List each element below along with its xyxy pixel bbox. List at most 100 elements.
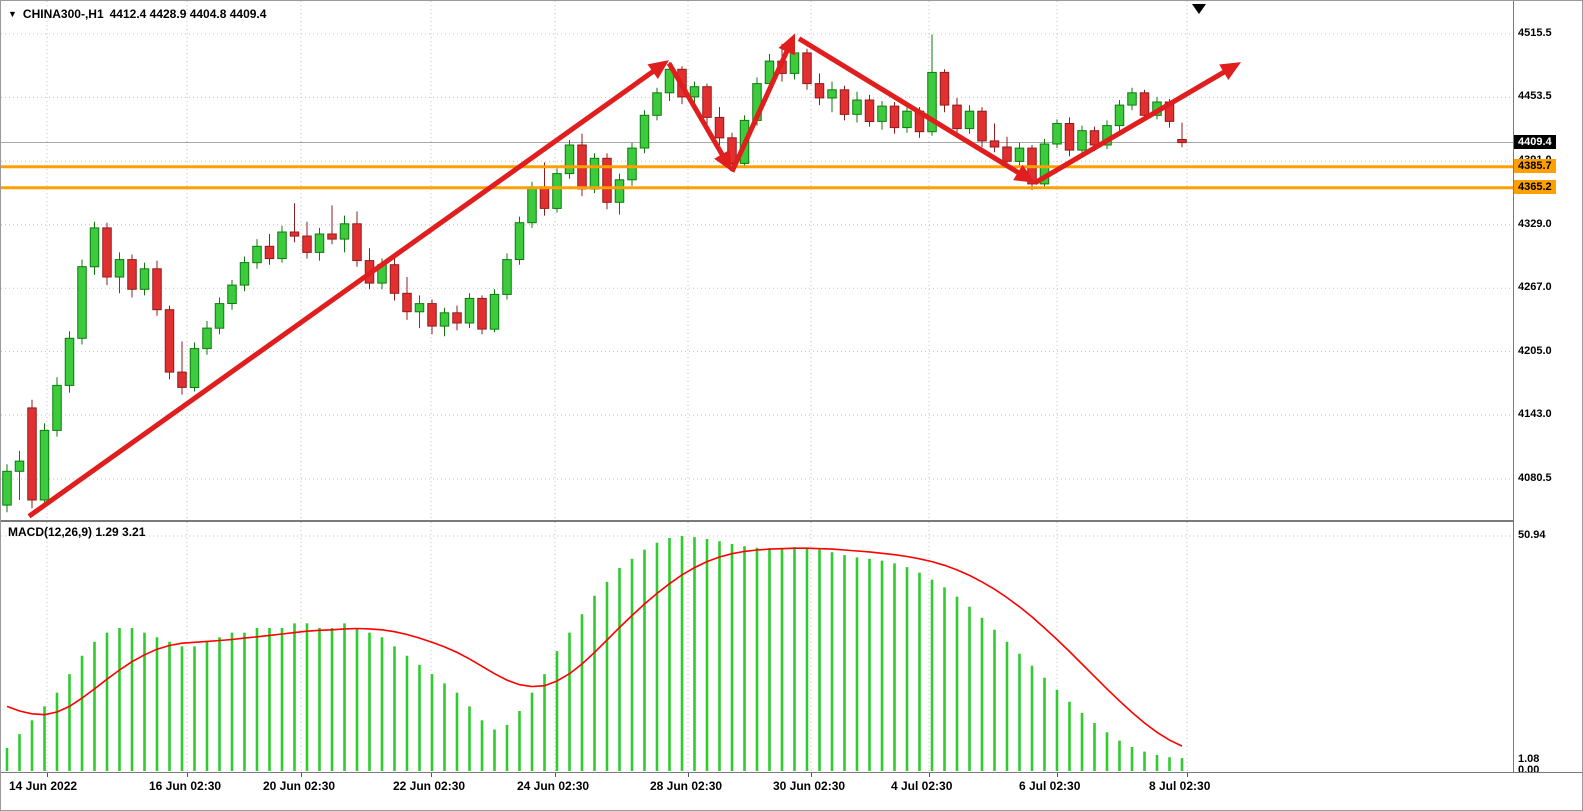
macd-axis-label: 1.08 (1518, 753, 1540, 765)
candle (889, 102, 900, 134)
time-axis-tick (555, 773, 556, 777)
time-axis-tick (929, 773, 930, 777)
chart-title: ▼ CHINA300-,H1 4412.4 4428.9 4404.8 4409… (8, 7, 266, 21)
candle (1014, 142, 1025, 167)
candle (1077, 125, 1087, 155)
candle (77, 259, 87, 345)
candle (2, 464, 12, 513)
candle (1052, 119, 1062, 149)
candle (852, 91, 862, 123)
candle (214, 297, 225, 335)
time-axis-label: 4 Jul 02:30 (891, 779, 953, 793)
candle (102, 222, 112, 286)
trend-arrow[interactable] (797, 36, 1035, 183)
macd-pane[interactable]: MACD(12,26,9) 1.29 3.21 (1, 520, 1513, 772)
candle (802, 48, 812, 90)
time-axis-label: 30 Jun 02:30 (773, 779, 846, 793)
trend-arrow[interactable] (1033, 62, 1241, 185)
current-price-badge: 4409.4 (1514, 135, 1556, 149)
price-axis[interactable]: 4515.54453.54391.04329.04267.04205.04143… (1513, 1, 1582, 776)
price-axis-label: 4453.5 (1518, 90, 1552, 102)
time-axis-label: 8 Jul 02:30 (1149, 779, 1211, 793)
candle (702, 83, 712, 125)
candle (639, 110, 650, 154)
candle (314, 227, 325, 261)
time-axis-tick (1187, 773, 1188, 777)
price-chart-canvas[interactable] (1, 1, 1513, 520)
trend-arrow[interactable] (27, 60, 669, 519)
candle (1002, 136, 1012, 168)
candle (902, 105, 912, 133)
trend-arrow[interactable] (666, 61, 732, 172)
candle (452, 305, 462, 331)
symbol-dropdown-icon[interactable]: ▼ (8, 8, 17, 19)
candle (564, 139, 575, 179)
candle (464, 293, 475, 329)
candle (614, 173, 625, 215)
candle (402, 277, 412, 320)
candle (827, 81, 837, 113)
ohlc-values-label: 4412.4 4428.9 4404.8 4409.4 (109, 7, 267, 21)
macd-axis-label: 50.94 (1518, 529, 1546, 541)
price-axis-label: 4080.5 (1518, 472, 1552, 484)
time-axis-label: 14 Jun 2022 (9, 779, 78, 793)
macd-indicator-label: MACD(12,26,9) 1.29 3.21 (8, 525, 146, 539)
time-axis-tick (187, 773, 188, 777)
candle (89, 221, 100, 275)
time-axis-tick (47, 773, 48, 777)
time-axis-label: 16 Jun 02:30 (149, 779, 222, 793)
candle (714, 107, 725, 145)
candle (339, 215, 350, 253)
trend-arrow[interactable] (729, 33, 795, 173)
time-axis-tick (688, 773, 689, 777)
candle (939, 69, 950, 113)
candle (814, 73, 825, 106)
candle (27, 399, 37, 509)
candle (327, 205, 337, 245)
candle (439, 307, 450, 337)
candle (1114, 100, 1125, 131)
time-axis-label: 20 Jun 02:30 (263, 779, 336, 793)
candle (877, 101, 887, 130)
candle (114, 252, 125, 294)
level-price-badge: 4385.7 (1514, 159, 1556, 173)
candle (989, 123, 1000, 153)
candle (177, 341, 187, 395)
candle (139, 262, 150, 296)
candle (189, 342, 200, 392)
candle (227, 280, 237, 310)
candle (164, 305, 175, 380)
level-price-badge: 4365.2 (1514, 180, 1556, 194)
macd-signal-line (6, 547, 1183, 747)
candle (977, 107, 987, 147)
candle (1064, 117, 1075, 157)
symbol-period-label: CHINA300-,H1 (22, 7, 104, 21)
candle (39, 423, 50, 506)
candle (552, 168, 562, 213)
candle (277, 225, 287, 263)
candle (727, 132, 737, 171)
candle (1177, 122, 1187, 148)
candle (952, 97, 962, 135)
candle (514, 216, 525, 265)
candle (964, 105, 975, 134)
macd-canvas[interactable] (1, 522, 1513, 772)
candle (477, 295, 487, 335)
price-axis-label: 4267.0 (1518, 281, 1552, 293)
candle (864, 94, 875, 127)
price-axis-label: 4143.0 (1518, 408, 1552, 420)
candle (202, 321, 212, 355)
time-axis[interactable]: 14 Jun 2022 16 Jun 02:30 20 Jun 02:30 22 Ju… (1, 772, 1582, 810)
chart-shift-icon[interactable] (1192, 4, 1206, 14)
time-axis-label: 28 Jun 02:30 (650, 779, 723, 793)
time-axis-label: 22 Jun 02:30 (393, 779, 466, 793)
candle (14, 450, 25, 500)
time-axis-tick (811, 773, 812, 777)
candle (152, 260, 162, 316)
time-axis-label: 6 Jul 02:30 (1019, 779, 1081, 793)
price-axis-label: 4205.0 (1518, 345, 1552, 357)
candle (252, 239, 262, 269)
candle (289, 203, 300, 243)
price-chart-pane[interactable]: ▼ CHINA300-,H1 4412.4 4428.9 4404.8 4409… (1, 1, 1513, 520)
